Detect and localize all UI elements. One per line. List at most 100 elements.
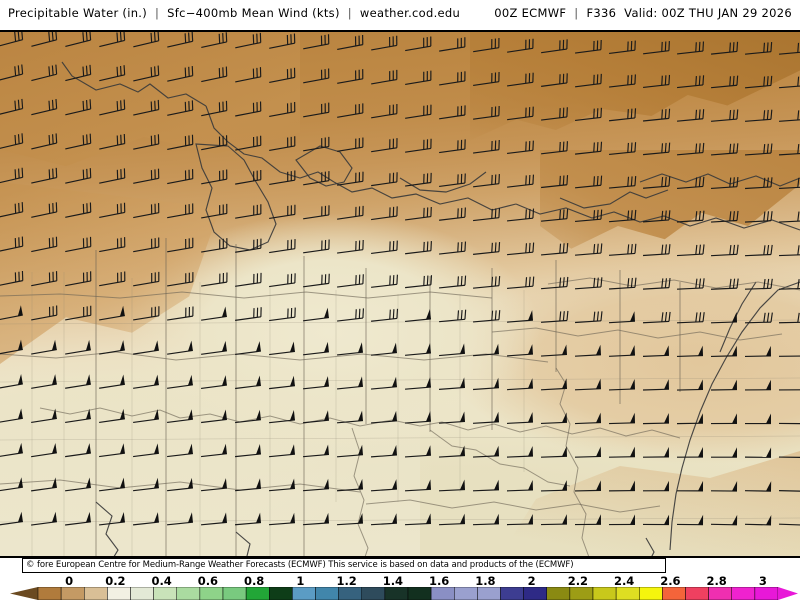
- wind-barb: [99, 512, 125, 526]
- wind-barb: [167, 134, 194, 151]
- wind-barb-overlay: [0, 32, 800, 526]
- wind-barb: [31, 99, 58, 116]
- wind-barb: [540, 412, 568, 425]
- wind-barb: [303, 68, 330, 84]
- wind-barb: [575, 141, 603, 155]
- wind-barb: [337, 410, 363, 424]
- wind-barb: [778, 346, 800, 357]
- wind-barb: [201, 409, 227, 424]
- wind-barb: [778, 177, 800, 190]
- wind-barb: [167, 306, 194, 321]
- wind-barb: [302, 444, 330, 458]
- wind-barb: [201, 272, 228, 287]
- wind-barb: [269, 136, 296, 152]
- wind-barb: [235, 32, 262, 49]
- wind-barb: [269, 307, 296, 322]
- wind-barb: [778, 413, 800, 425]
- colorbar-swatch: [454, 587, 478, 600]
- wind-barb: [473, 106, 500, 120]
- wind-barb: [609, 74, 636, 88]
- wind-barb: [540, 378, 568, 391]
- wind-barb: [507, 208, 535, 222]
- wind-barb: [167, 66, 194, 82]
- wind-barb: [642, 277, 671, 290]
- wind-barb: [167, 169, 194, 185]
- wind-barb: [31, 167, 58, 184]
- wind-barb: [439, 71, 466, 86]
- wind-barb: [235, 170, 262, 185]
- wind-barb: [506, 378, 534, 391]
- wind-barb: [744, 312, 773, 324]
- wind-barb: [711, 75, 739, 89]
- wind-barb: [0, 442, 23, 458]
- map-canvas[interactable]: [0, 30, 800, 558]
- wind-barb: [676, 210, 705, 223]
- wind-barb: [778, 515, 800, 526]
- wind-barb: [99, 237, 126, 253]
- wind-barb: [710, 311, 738, 324]
- wind-barb: [778, 481, 800, 492]
- wind-barb: [609, 176, 637, 189]
- wind-barb: [31, 511, 57, 526]
- wind-barb: [574, 378, 602, 391]
- wind-barb: [778, 447, 800, 459]
- wind-barb: [99, 65, 126, 82]
- colorbar-swatches[interactable]: [0, 587, 800, 600]
- colorbar: 0 0.2 0.4 0.6 0.8 1 1.2 1.4 1.6 1.8 2 2.2 2.4 2.6 2.8 3: [0, 574, 800, 600]
- source-url-label: weather.cod.edu: [359, 6, 461, 20]
- wind-barb: [643, 41, 670, 55]
- wind-barb: [201, 375, 227, 389]
- wind-barb: [303, 34, 330, 50]
- wind-barb: [370, 513, 398, 526]
- wind-barb: [472, 377, 500, 391]
- wind-barb: [540, 514, 568, 526]
- wind-barb: [302, 478, 330, 492]
- colorbar-swatch: [731, 587, 756, 600]
- wind-barb: [371, 138, 398, 153]
- colorbar-tick-0-2: 0.2: [105, 574, 126, 588]
- colorbar-swatch: [639, 587, 663, 600]
- wind-barb: [336, 513, 364, 526]
- wind-barb: [371, 308, 399, 322]
- wind-barb: [473, 38, 500, 53]
- wind-barb: [642, 480, 670, 492]
- wind-barb: [405, 206, 432, 221]
- colorbar-swatch: [60, 587, 85, 600]
- wind-barb: [133, 374, 159, 389]
- wind-barb: [643, 108, 671, 122]
- wind-barb: [31, 202, 58, 218]
- wind-barb: [710, 379, 738, 391]
- wind-barb: [574, 514, 602, 526]
- colorbar-swatch: [107, 587, 131, 600]
- wind-barb: [65, 236, 92, 253]
- wind-barb: [473, 72, 500, 87]
- ecmwf-attribution: © fore European Centre for Medium-Range …: [22, 558, 666, 573]
- wind-barb: [439, 275, 467, 289]
- wind-barb: [99, 168, 126, 184]
- wind-barb: [711, 41, 739, 55]
- wind-barb: [336, 444, 364, 458]
- wind-barb: [371, 69, 398, 85]
- wind-field-label: Sfc−400mb Mean Wind (kts): [167, 6, 340, 20]
- wind-barb: [575, 175, 603, 189]
- wind-barb: [0, 236, 24, 253]
- colorbar-swatch: [546, 587, 571, 600]
- wind-barb: [473, 208, 501, 222]
- header-separator-3: |: [574, 6, 579, 20]
- colorbar-swatch: [222, 587, 247, 600]
- wind-barb: [439, 241, 467, 255]
- wind-barb: [405, 275, 433, 289]
- wind-barb: [608, 311, 636, 324]
- wind-barb: [235, 238, 262, 253]
- wind-barb: [31, 339, 57, 355]
- wind-barb: [201, 135, 228, 151]
- wind-barb: [99, 443, 125, 458]
- colorbar-swatch: [130, 587, 154, 600]
- wind-barb: [336, 478, 364, 492]
- wind-barb: [710, 143, 739, 156]
- wind-barb: [65, 305, 92, 321]
- wind-barb: [31, 442, 57, 458]
- wind-barb: [167, 100, 194, 116]
- wind-barb: [541, 39, 568, 54]
- wind-barb: [439, 309, 467, 323]
